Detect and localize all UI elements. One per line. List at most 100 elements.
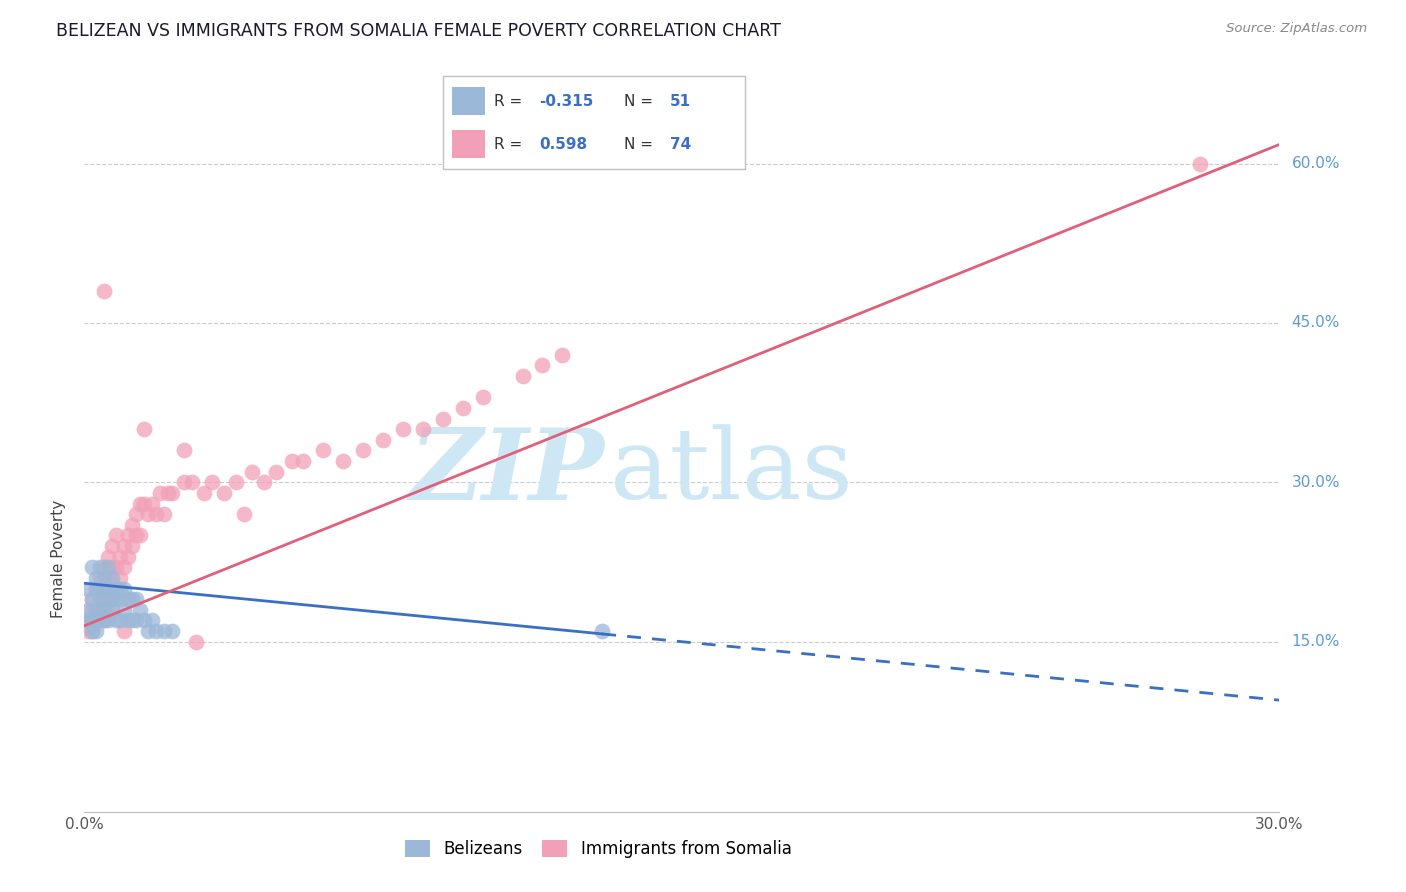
Point	[101, 603, 124, 617]
Point	[125, 614, 148, 628]
FancyBboxPatch shape	[451, 130, 485, 158]
Text: 74: 74	[669, 136, 690, 152]
Point	[105, 560, 128, 574]
FancyBboxPatch shape	[443, 76, 745, 169]
Point	[82, 603, 104, 617]
Point	[105, 592, 128, 607]
Point	[86, 582, 108, 596]
Point	[145, 624, 167, 639]
Point	[352, 443, 374, 458]
Point	[86, 571, 108, 585]
Point	[77, 624, 100, 639]
Point	[332, 454, 354, 468]
Point	[145, 507, 167, 521]
FancyBboxPatch shape	[451, 87, 485, 115]
Point	[101, 582, 124, 596]
Point	[89, 592, 111, 607]
Point	[121, 517, 143, 532]
Point	[129, 603, 152, 617]
Point	[240, 465, 263, 479]
Point	[136, 507, 159, 521]
Point	[86, 603, 108, 617]
Point	[392, 422, 415, 436]
Point	[101, 592, 124, 607]
Point	[77, 614, 100, 628]
Point	[101, 592, 124, 607]
Point	[101, 571, 124, 585]
Point	[121, 614, 143, 628]
Point	[112, 582, 135, 596]
Text: N =: N =	[624, 94, 658, 109]
Point	[193, 486, 215, 500]
Text: 45.0%: 45.0%	[1292, 316, 1340, 330]
Text: ZIP: ZIP	[409, 424, 605, 520]
Legend: Belizeans, Immigrants from Somalia: Belizeans, Immigrants from Somalia	[395, 830, 801, 869]
Point	[86, 603, 108, 617]
Point	[89, 560, 111, 574]
Text: Source: ZipAtlas.com: Source: ZipAtlas.com	[1226, 22, 1367, 36]
Text: 30.0%: 30.0%	[1292, 475, 1340, 490]
Point	[93, 560, 115, 574]
Point	[125, 592, 148, 607]
Point	[129, 497, 152, 511]
Point	[82, 592, 104, 607]
Point	[93, 582, 115, 596]
Point	[93, 614, 115, 628]
Point	[451, 401, 474, 415]
Point	[184, 634, 207, 648]
Point	[82, 592, 104, 607]
Point	[97, 603, 120, 617]
Point	[157, 486, 180, 500]
Point	[82, 560, 104, 574]
Point	[132, 422, 156, 436]
Point	[93, 592, 115, 607]
Point	[105, 614, 128, 628]
Point	[89, 603, 111, 617]
Point	[105, 582, 128, 596]
Text: BELIZEAN VS IMMIGRANTS FROM SOMALIA FEMALE POVERTY CORRELATION CHART: BELIZEAN VS IMMIGRANTS FROM SOMALIA FEMA…	[56, 22, 782, 40]
Point	[136, 624, 159, 639]
Point	[432, 411, 454, 425]
Point	[125, 507, 148, 521]
Point	[97, 614, 120, 628]
Text: Female Poverty: Female Poverty	[51, 500, 66, 618]
Point	[93, 284, 115, 298]
Point	[110, 549, 132, 564]
Point	[82, 614, 104, 628]
Text: 0.598: 0.598	[540, 136, 588, 152]
Point	[173, 443, 195, 458]
Point	[77, 603, 100, 617]
Point	[101, 560, 124, 574]
Point	[89, 571, 111, 585]
Point	[132, 614, 156, 628]
Point	[121, 592, 143, 607]
Text: -0.315: -0.315	[540, 94, 593, 109]
Text: R =: R =	[495, 94, 527, 109]
Point	[160, 624, 183, 639]
Point	[312, 443, 335, 458]
Point	[253, 475, 276, 490]
Point	[117, 549, 139, 564]
Point	[531, 359, 554, 373]
Point	[112, 539, 135, 553]
Point	[280, 454, 302, 468]
Point	[97, 571, 120, 585]
Text: 51: 51	[669, 94, 690, 109]
Point	[121, 539, 143, 553]
Point	[89, 582, 111, 596]
Point	[112, 560, 135, 574]
Point	[97, 560, 120, 574]
Point	[117, 528, 139, 542]
Point	[77, 582, 100, 596]
Point	[212, 486, 235, 500]
Point	[153, 624, 176, 639]
Point	[512, 369, 534, 384]
Point	[77, 614, 100, 628]
Point	[232, 507, 254, 521]
Point	[110, 614, 132, 628]
Point	[86, 614, 108, 628]
Point	[264, 465, 287, 479]
Point	[93, 603, 115, 617]
Point	[93, 582, 115, 596]
Point	[1188, 156, 1211, 170]
